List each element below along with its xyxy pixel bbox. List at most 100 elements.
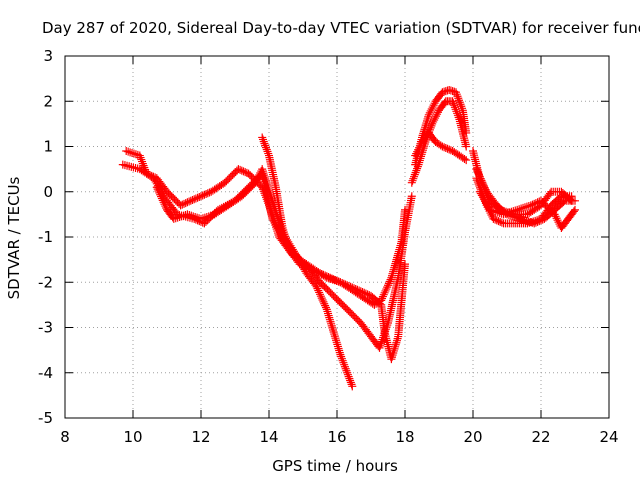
data-point bbox=[421, 123, 430, 132]
data-point bbox=[473, 178, 482, 187]
data-point bbox=[302, 263, 311, 272]
data-point bbox=[410, 170, 419, 179]
data-point bbox=[329, 328, 338, 337]
data-point bbox=[473, 176, 482, 185]
data-point bbox=[375, 299, 384, 308]
y-tick-label: 3 bbox=[43, 47, 53, 65]
data-point bbox=[122, 147, 131, 156]
data-point bbox=[241, 168, 250, 177]
data-point bbox=[429, 117, 438, 126]
data-point bbox=[454, 94, 463, 103]
data-point bbox=[313, 284, 322, 293]
data-point bbox=[457, 102, 466, 111]
data-point bbox=[258, 165, 267, 174]
data-point bbox=[329, 275, 338, 284]
data-point bbox=[281, 234, 290, 243]
data-point bbox=[346, 378, 355, 387]
data-point bbox=[441, 144, 450, 153]
y-tick-label: -4 bbox=[38, 364, 53, 382]
data-point bbox=[236, 165, 245, 174]
data-point bbox=[319, 297, 328, 306]
data-point bbox=[514, 214, 523, 223]
data-point bbox=[157, 194, 166, 203]
data-point bbox=[501, 209, 510, 218]
data-point bbox=[189, 212, 198, 221]
data-point bbox=[157, 192, 166, 201]
data-point bbox=[260, 139, 269, 148]
data-point bbox=[420, 125, 429, 134]
data-point bbox=[552, 214, 561, 223]
data-point bbox=[253, 174, 262, 183]
x-tick-label: 20 bbox=[463, 428, 482, 446]
data-point bbox=[327, 321, 336, 330]
data-point bbox=[337, 354, 346, 363]
data-point bbox=[158, 196, 167, 205]
data-point bbox=[268, 196, 277, 205]
data-point bbox=[332, 338, 341, 347]
data-point bbox=[321, 301, 330, 310]
data-point bbox=[413, 147, 422, 156]
data-point bbox=[327, 274, 336, 283]
data-point bbox=[387, 355, 396, 364]
x-axis-label: GPS time / hours bbox=[272, 457, 398, 475]
data-point bbox=[173, 213, 182, 222]
data-point bbox=[280, 230, 289, 239]
data-point bbox=[445, 145, 454, 154]
data-point bbox=[453, 92, 462, 101]
data-point bbox=[413, 164, 422, 173]
data-point bbox=[328, 325, 337, 334]
x-tick-label: 22 bbox=[531, 428, 550, 446]
data-point bbox=[128, 148, 137, 157]
data-point bbox=[284, 242, 293, 251]
data-point bbox=[515, 205, 524, 214]
data-point bbox=[310, 266, 319, 275]
data-point bbox=[234, 165, 243, 174]
data-point bbox=[390, 344, 399, 353]
data-point bbox=[528, 200, 537, 209]
data-point bbox=[332, 336, 341, 345]
data-point bbox=[408, 176, 417, 185]
data-point bbox=[327, 319, 336, 328]
data-point bbox=[176, 201, 185, 210]
data-point bbox=[267, 194, 276, 203]
data-point bbox=[407, 178, 416, 187]
data-point bbox=[524, 201, 533, 210]
series-track-6 bbox=[411, 85, 471, 169]
data-point bbox=[265, 188, 274, 197]
data-point bbox=[197, 192, 205, 201]
data-point bbox=[460, 154, 469, 163]
data-point bbox=[456, 100, 465, 109]
data-point bbox=[523, 219, 532, 228]
data-point bbox=[495, 209, 504, 218]
data-point bbox=[379, 290, 388, 299]
data-point bbox=[415, 143, 424, 152]
data-point bbox=[409, 174, 418, 183]
data-point bbox=[424, 110, 433, 119]
data-point bbox=[321, 271, 330, 280]
data-point bbox=[281, 232, 290, 241]
data-point bbox=[474, 179, 483, 188]
data-point bbox=[262, 145, 271, 154]
data-point bbox=[384, 281, 392, 290]
data-point bbox=[462, 128, 471, 137]
data-point bbox=[300, 262, 309, 271]
data-point bbox=[452, 88, 460, 97]
data-point bbox=[126, 148, 135, 157]
data-point bbox=[162, 203, 171, 212]
data-point bbox=[261, 175, 270, 184]
data-point bbox=[323, 307, 332, 316]
data-point bbox=[154, 186, 163, 195]
data-point bbox=[239, 167, 248, 176]
data-point bbox=[305, 264, 314, 273]
data-point bbox=[341, 280, 350, 289]
data-point bbox=[426, 123, 435, 132]
data-point bbox=[531, 216, 540, 225]
data-point bbox=[135, 151, 144, 160]
data-point bbox=[279, 226, 288, 235]
data-point bbox=[491, 207, 500, 216]
data-point bbox=[492, 216, 501, 225]
data-point bbox=[517, 204, 526, 213]
x-axis-ticks: 8 10 12 14 16 18 20 22 24 bbox=[60, 56, 619, 446]
data-point bbox=[263, 182, 272, 191]
data-point bbox=[424, 112, 433, 121]
